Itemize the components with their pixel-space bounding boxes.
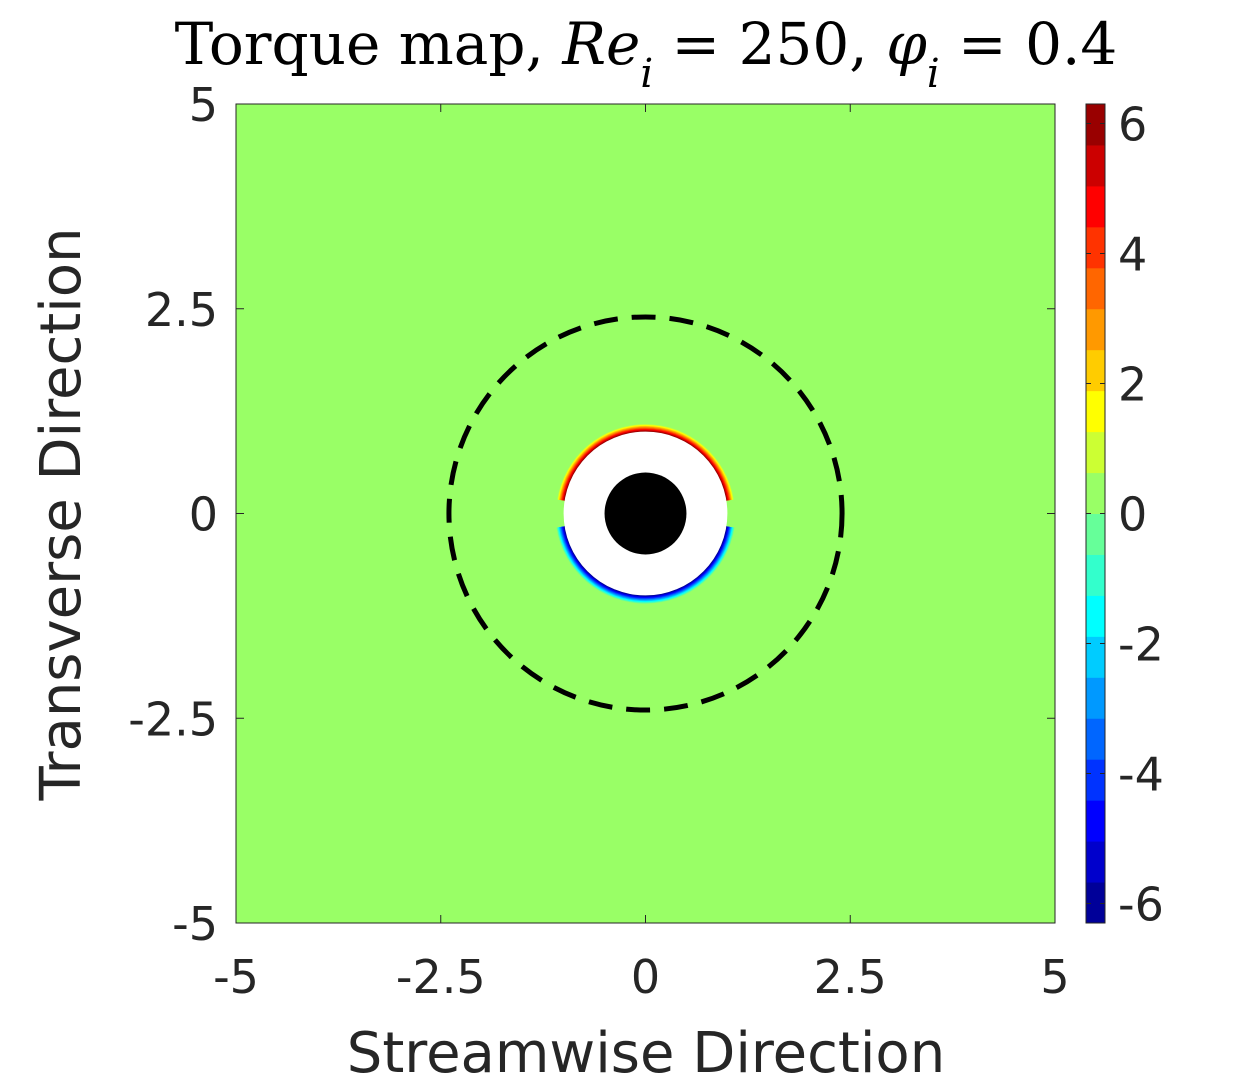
colorbar-band [1086, 349, 1105, 392]
colorbar-band [1086, 636, 1105, 678]
colorbar-band [1086, 144, 1105, 187]
colorbar-band [1086, 800, 1105, 842]
x-tick-label: -5 [213, 950, 259, 1004]
y-tick-label: -5 [172, 897, 218, 951]
colorbar-band [1086, 390, 1105, 433]
x-tick-label: 2.5 [814, 950, 887, 1004]
colorbar-tick-label: 2 [1118, 358, 1147, 412]
torque-field [446, 314, 845, 713]
colorbar-band [1086, 104, 1105, 146]
y-tick-label: 2.5 [145, 283, 218, 337]
x-tick-labels: -5 -2.5 0 2.5 5 [213, 950, 1070, 1004]
chart-title: Torque map, Rei = 250, φi = 0.4 [175, 10, 1118, 97]
y-tick-labels: -5 -2.5 0 2.5 5 [128, 78, 218, 951]
colorbar-band [1086, 431, 1105, 474]
x-tick-label: 0 [631, 950, 660, 1004]
colorbar-bands [1086, 104, 1105, 924]
colorbar-band [1086, 185, 1105, 228]
plot-frame [235, 103, 1056, 924]
colorbar: -6 -4 -2 0 2 4 6 [1085, 98, 1164, 932]
colorbar-tick-label: -4 [1118, 748, 1164, 802]
colorbar-band [1086, 595, 1105, 637]
colorbar-band [1086, 718, 1105, 760]
y-tick-label: 5 [189, 78, 218, 132]
x-axis-label: Streamwise Direction [347, 1021, 945, 1083]
colorbar-band [1086, 267, 1105, 310]
colorbar-band [1086, 841, 1105, 883]
colorbar-band [1086, 513, 1105, 555]
plot-area [235, 103, 1056, 924]
colorbar-band [1086, 882, 1105, 924]
colorbar-band [1086, 554, 1105, 596]
colorbar-tick-labels: -6 -4 -2 0 2 4 6 [1118, 98, 1164, 932]
colorbar-band [1086, 472, 1105, 514]
x-tick-label: -2.5 [396, 950, 486, 1004]
colorbar-tick-label: 6 [1118, 98, 1147, 152]
colorbar-tick-label: -6 [1118, 878, 1164, 932]
colorbar-band [1086, 226, 1105, 269]
colorbar-band [1086, 308, 1105, 351]
particle-disc [604, 472, 687, 555]
colorbar-band [1086, 677, 1105, 719]
y-tick-label: 0 [189, 488, 218, 542]
colorbar-tick-label: 4 [1118, 228, 1147, 282]
colorbar-band [1086, 759, 1105, 801]
colorbar-ticks [1086, 123, 1105, 904]
dashed-reference-circle [446, 314, 845, 713]
colorbar-tick-label: -2 [1118, 618, 1164, 672]
x-tick-label: 5 [1040, 950, 1069, 1004]
y-tick-label: -2.5 [128, 692, 218, 746]
y-axis-label: Transverse Direction [29, 227, 94, 801]
colorbar-tick-label: 0 [1118, 488, 1147, 542]
